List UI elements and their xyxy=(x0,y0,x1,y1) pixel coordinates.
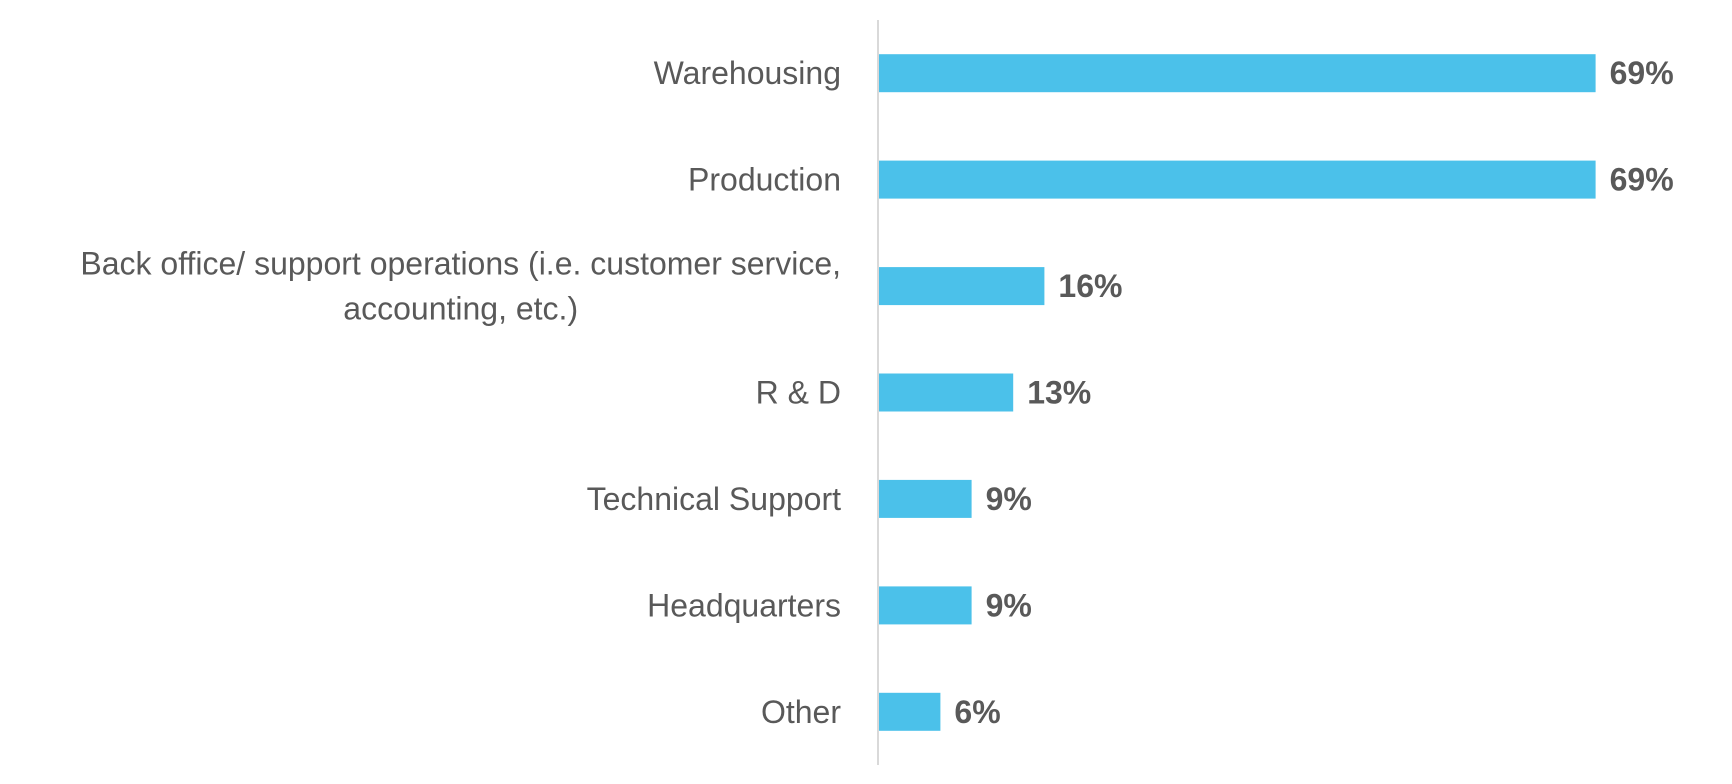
bar-headquarters xyxy=(878,586,972,625)
value-label-other: 6% xyxy=(954,694,1000,730)
bar-warehousing xyxy=(878,54,1596,93)
bar-other xyxy=(878,692,941,731)
bars-group xyxy=(878,54,1596,731)
bar-back-office-support-operations-i-e-customer-service xyxy=(878,267,1045,306)
value-label-r-d: 13% xyxy=(1027,375,1091,411)
value-label-headquarters: 9% xyxy=(986,587,1032,623)
bar-r-d xyxy=(878,373,1014,412)
value-labels-group: 69% 69% 16% 13% 9% 9% 6% xyxy=(954,55,1673,730)
category-label-r-d: R & D xyxy=(756,375,841,411)
bar-technical-support xyxy=(878,479,972,518)
value-label-production: 69% xyxy=(1610,162,1674,198)
category-labels-group: Warehousing Production Back office/ suppor… xyxy=(80,55,841,730)
category-label-warehousing: Warehousing xyxy=(654,55,841,91)
category-label-back-office-support-operations-i-e-customer-service: Back office/ support operations (i.e. cu… xyxy=(80,246,841,327)
value-label-back-office-support-operations-i-e-customer-service: 16% xyxy=(1058,268,1122,304)
category-label-production: Production xyxy=(688,162,841,198)
value-label-technical-support: 9% xyxy=(986,481,1032,517)
category-label-technical-support: Technical Support xyxy=(587,481,841,517)
category-label-headquarters: Headquarters xyxy=(647,587,841,623)
category-label-other: Other xyxy=(761,694,841,730)
bar-production xyxy=(878,160,1596,199)
value-label-warehousing: 69% xyxy=(1610,55,1674,91)
